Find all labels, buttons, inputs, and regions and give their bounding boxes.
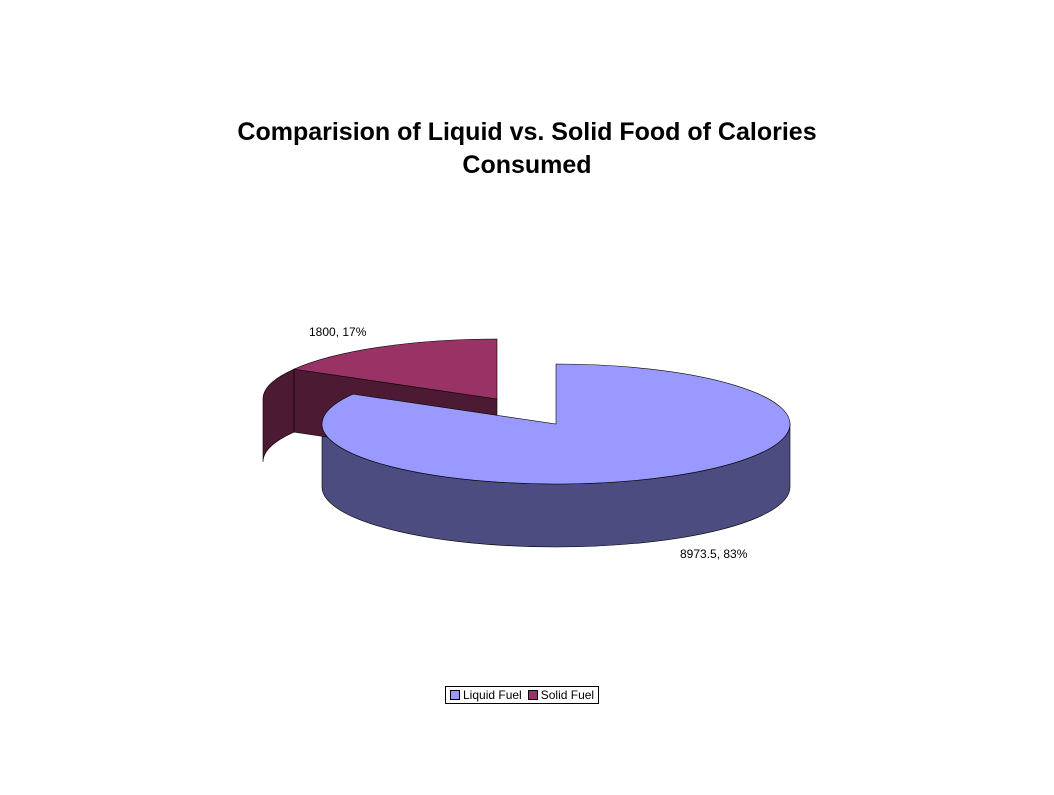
legend-item-liquid-fuel: Liquid Fuel (450, 688, 522, 702)
slice-liquid-fuel (321, 363, 791, 485)
legend-swatch-liquid-fuel (450, 690, 460, 700)
chart-title: Comparision of Liquid vs. Solid Food of … (237, 118, 817, 179)
slice-solid-fuel (292, 338, 498, 400)
legend-swatch-solid-fuel (527, 690, 538, 700)
data-label-liquid-fuel: 8973.5, 83% (680, 547, 748, 561)
legend-item-solid-fuel: Solid Fuel (527, 688, 595, 702)
data-label-solid-fuel: 1800, 17% (309, 325, 367, 339)
legend: Liquid Fuel Solid Fuel (445, 686, 600, 704)
legend-label-solid-fuel: Solid Fuel (540, 688, 595, 702)
slice-side-solid-fuel (262, 368, 295, 463)
legend-label-liquid-fuel: Liquid Fuel (463, 688, 522, 702)
